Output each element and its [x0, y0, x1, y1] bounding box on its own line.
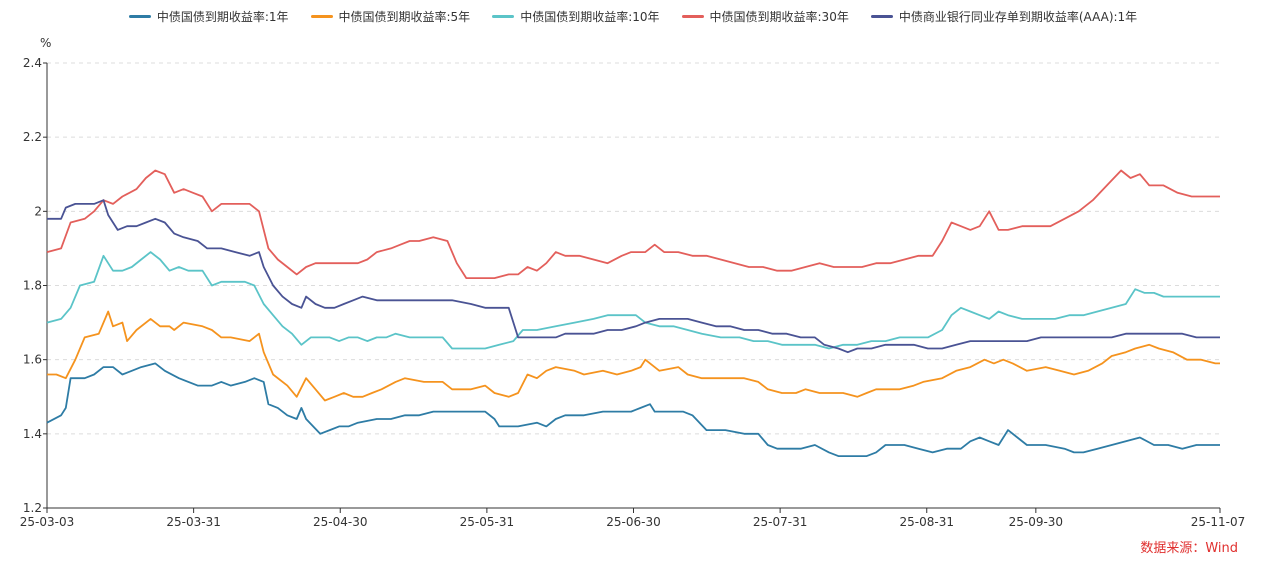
series-line-2 [47, 310, 1220, 402]
y-tick-label: 2.4 [23, 56, 42, 70]
legend-label: 中债商业银行同业存单到期收益率(AAA):1年 [898, 10, 1138, 24]
legend-label: 中债国债到期收益率:1年 [156, 10, 289, 24]
legend-swatch [310, 15, 333, 18]
legend-swatch [128, 15, 151, 18]
legend-item[interactable]: 中债国债到期收益率:5年 [310, 8, 471, 25]
legend-swatch [870, 15, 893, 18]
series-line-5 [47, 199, 1220, 354]
legend-item[interactable]: 中债国债到期收益率:10年 [492, 8, 660, 25]
y-tick-label: 1.6 [23, 353, 42, 367]
source-note: 数据来源：Wind [1140, 541, 1238, 556]
x-tick-label: 25-06-30 [606, 515, 660, 529]
legend-label: 中债国债到期收益率:30年 [709, 10, 849, 24]
x-tick-label: 25-09-30 [1009, 515, 1063, 529]
x-tick-label: 25-03-31 [166, 515, 220, 529]
legend: 中债国债到期收益率:1年 中债国债到期收益率:5年 中债国债到期收益率:10年 中债国… [0, 8, 1266, 25]
grid-layer [47, 62, 1220, 435]
x-tick-label: 25-11-07 [1191, 515, 1245, 529]
y-tick-label: 2 [34, 204, 42, 218]
x-tick-label: 25-08-31 [900, 515, 954, 529]
x-tick-label: 25-05-31 [460, 515, 514, 529]
legend-swatch [681, 15, 704, 18]
y-tick-label: 1.2 [23, 501, 42, 515]
legend-item[interactable]: 中债国债到期收益率:1年 [128, 8, 289, 25]
series-layer [46, 169, 1220, 457]
legend-swatch [492, 15, 515, 18]
x-tick-label: 25-04-30 [313, 515, 367, 529]
axis-layer: 1.2 1.4 1.6 1.8 2 2.2 2.4 25-03-03 25-03-31 25-04… [20, 56, 1245, 529]
y-tick-label: 1.8 [23, 279, 42, 293]
legend-label: 中债国债到期收益率:10年 [520, 10, 660, 24]
series-line-3 [46, 251, 1220, 350]
legend-item[interactable]: 中债国债到期收益率:30年 [681, 8, 849, 25]
legend-item[interactable]: 中债商业银行同业存单到期收益率(AAA):1年 [870, 8, 1138, 25]
series-line-1 [46, 362, 1220, 457]
x-tick-label: 25-03-03 [20, 515, 74, 529]
x-tick-label: 25-07-31 [753, 515, 807, 529]
series-line-4 [46, 169, 1220, 279]
y-axis-unit: % [40, 36, 52, 50]
y-tick-label: 2.2 [23, 130, 42, 144]
legend-label: 中债国债到期收益率:5年 [338, 10, 471, 24]
y-tick-label: 1.4 [23, 427, 42, 441]
